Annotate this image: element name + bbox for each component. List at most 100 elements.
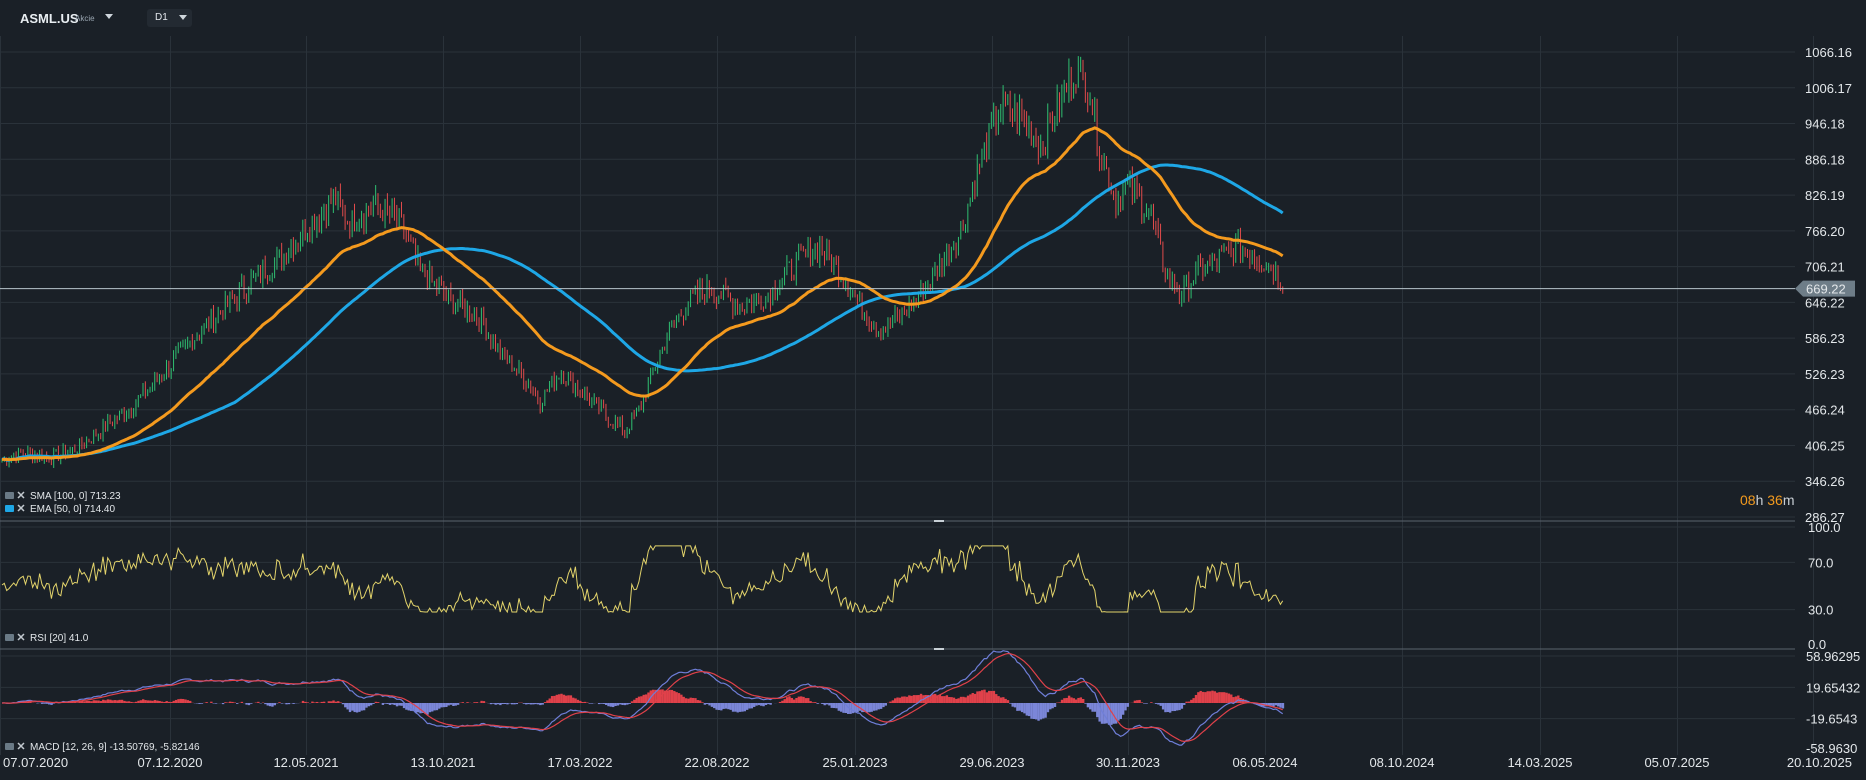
macd-bar-negative: [388, 703, 392, 705]
macd-bar-negative: [706, 703, 709, 705]
macd-bar-negative: [428, 703, 432, 713]
macd-bar-positive: [905, 696, 909, 703]
macd-bar-negative: [539, 703, 542, 706]
ema-legend-settings-icon: [5, 505, 14, 512]
macd-bar-negative: [1161, 703, 1165, 710]
macd-bar-negative: [409, 703, 413, 711]
macd-bar-positive: [696, 700, 699, 703]
macd-bar-positive: [785, 697, 789, 703]
macd-bar-negative: [1168, 703, 1172, 713]
macd-bar-positive: [1002, 697, 1005, 703]
macd-bar-positive: [205, 702, 208, 703]
macd-bar-positive: [137, 700, 140, 703]
macd-bar-negative: [1020, 703, 1024, 713]
macd-bar-positive: [574, 698, 577, 703]
macd-bar-negative: [879, 703, 883, 709]
macd-bar-positive: [1234, 696, 1238, 703]
macd-bar-negative: [447, 703, 450, 706]
candle-countdown: 08h 36m: [1740, 492, 1795, 508]
macd-bar-negative: [381, 703, 385, 705]
macd-bar-positive: [955, 698, 958, 703]
macd-bar-positive: [943, 696, 946, 703]
macd-bar-negative: [854, 703, 857, 713]
macd-bar-negative: [346, 703, 349, 710]
macd-bar-positive: [1150, 702, 1153, 703]
macd-bar-positive: [257, 701, 260, 703]
macd-bar-positive: [1133, 700, 1137, 703]
macd-bar-negative: [405, 703, 408, 710]
macd-bar-positive: [1077, 697, 1080, 703]
macd-bar-negative: [1025, 703, 1028, 716]
macd-bar-negative: [1178, 703, 1181, 711]
macd-bar-positive: [938, 694, 942, 703]
macd-bar-positive: [1215, 692, 1219, 703]
macd-bar-positive: [104, 700, 107, 703]
macd-bar-negative: [1009, 703, 1012, 704]
macd-bar-positive: [553, 695, 556, 703]
macd-bar-negative: [369, 703, 373, 706]
macd-bar-positive: [1211, 690, 1214, 703]
macd-bar-negative: [1035, 703, 1038, 720]
price-tick-label: 766.20: [1805, 224, 1845, 239]
macd-bar-positive: [995, 694, 998, 703]
symbol-dropdown-chevron-down-icon[interactable]: [105, 14, 113, 19]
current-price-label: 669.22: [1806, 282, 1846, 297]
macd-bar-negative: [767, 703, 770, 705]
macd-bar-positive: [113, 700, 117, 703]
timeframe-select[interactable]: D1: [147, 9, 192, 27]
timeframe-label: D1: [155, 12, 168, 23]
macd-bar-positive: [315, 701, 319, 703]
macd-bar-positive: [550, 696, 554, 703]
macd-bar-positive: [701, 702, 704, 703]
macd-bar-negative: [355, 703, 359, 713]
macd-bar-positive: [668, 689, 671, 703]
macd-bar-positive: [546, 700, 549, 703]
macd-bar-negative: [532, 703, 535, 705]
macd-bar-negative: [769, 703, 772, 705]
macd-bar-positive: [149, 700, 152, 703]
macd-bar-positive: [666, 690, 669, 703]
macd-bar-positive: [941, 696, 944, 703]
macd-bar-negative: [729, 703, 732, 710]
macd-bar-positive: [889, 701, 892, 703]
macd-bar-positive: [924, 694, 927, 703]
macd-bar-negative: [821, 703, 824, 704]
macd-bar-positive: [475, 702, 479, 703]
macd-bar-negative: [1030, 703, 1033, 719]
macd-bar-positive: [579, 700, 582, 703]
macd-bar-positive: [548, 698, 551, 703]
macd-bar-negative: [494, 703, 497, 705]
macd-bar-negative: [384, 703, 387, 704]
macd-bar-positive: [165, 701, 168, 703]
macd-bar-negative: [264, 703, 267, 705]
macd-bar-negative: [842, 703, 845, 713]
macd-bar-negative: [835, 703, 838, 709]
macd-bar-negative: [1173, 703, 1177, 712]
macd-bar-positive: [78, 700, 81, 703]
symbol-label[interactable]: ASML.US: [20, 11, 79, 26]
macd-bar-negative: [367, 703, 370, 707]
macd-bar-negative: [614, 703, 617, 707]
macd-bar-negative: [1103, 703, 1106, 724]
macd-bar-negative: [527, 703, 530, 705]
time-tick-label: 06.05.2024: [1232, 755, 1297, 770]
macd-bar-negative: [426, 703, 429, 715]
macd-bar-positive: [1218, 692, 1221, 703]
macd-bar-negative: [1159, 703, 1162, 706]
macd-bar-negative: [731, 703, 735, 712]
macd-bar-negative: [525, 703, 528, 705]
macd-bar-positive: [572, 697, 575, 703]
macd-bar-negative: [1119, 703, 1122, 719]
macd-bar-positive: [228, 701, 232, 703]
macd-bar-positive: [1220, 692, 1224, 703]
macd-bar-positive: [543, 702, 547, 703]
macd-bar-positive: [807, 698, 810, 703]
macd-bar-negative: [198, 703, 201, 704]
macd-bar-positive: [160, 701, 164, 703]
macd-bar-negative: [40, 703, 44, 704]
macd-bar-negative: [1270, 703, 1273, 706]
macd-bar-positive: [1067, 695, 1071, 703]
rsi-tick-label: 70.0: [1808, 555, 1833, 570]
macd-bar-negative: [1013, 703, 1017, 708]
